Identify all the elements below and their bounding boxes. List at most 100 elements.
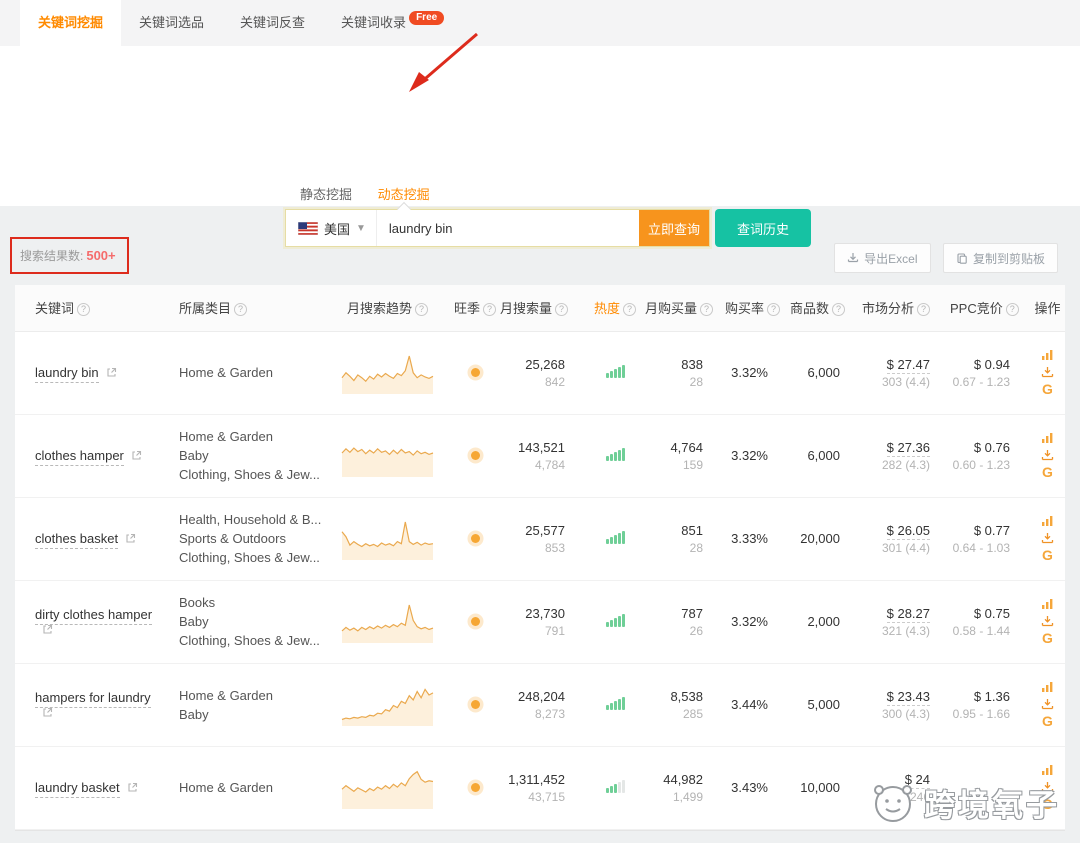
market-price-value[interactable]: $ 28.27 — [886, 605, 930, 623]
info-icon[interactable]: ? — [832, 303, 846, 317]
column-header: 关键词? — [15, 285, 165, 332]
search-volume-value: 23,730 — [525, 605, 565, 621]
table-row: laundry basket Home & Garden 1,311,452 4… — [15, 746, 1065, 830]
category-line: Baby — [179, 706, 209, 722]
market-review-value: 282 (4.3) — [881, 457, 930, 472]
analysis-chart-icon[interactable] — [1041, 598, 1054, 610]
info-icon[interactable]: ? — [234, 303, 248, 317]
download-icon — [848, 253, 859, 263]
google-trends-icon[interactable]: G — [1042, 630, 1053, 646]
info-icon[interactable]: ? — [700, 303, 714, 317]
download-row-icon[interactable] — [1041, 449, 1054, 461]
copy-to-clipboard-label: 复制到剪贴板 — [972, 251, 1045, 266]
market-analysis-cell: $ 24 246 — [860, 746, 950, 830]
top-tab[interactable]: 关键词挖掘 — [20, 0, 122, 46]
external-link-icon[interactable] — [131, 450, 142, 461]
external-link-icon[interactable] — [106, 367, 117, 378]
info-icon[interactable]: ? — [555, 303, 569, 317]
ppc-range-value: 0.60 - 1.23 — [952, 457, 1010, 472]
export-excel-label: 导出Excel — [864, 251, 918, 266]
info-icon[interactable]: ? — [1005, 303, 1019, 317]
market-analysis-cell: $ 26.05 301 (4.4) — [860, 497, 950, 581]
analysis-chart-icon[interactable] — [1041, 764, 1054, 776]
google-trends-icon[interactable]: G — [1042, 796, 1053, 812]
info-icon[interactable]: ? — [917, 303, 930, 317]
subtab-dynamic-mining[interactable]: 动态挖掘 — [377, 187, 430, 202]
market-price-value[interactable]: $ 24 — [904, 771, 930, 789]
ppc-price-value: $ 1.36 — [973, 688, 1010, 704]
ppc-cell: $ 1.36 0.95 - 1.66 — [950, 663, 1030, 747]
market-price-value[interactable]: $ 27.36 — [886, 439, 930, 457]
ppc-range-value: 0.58 - 1.44 — [952, 623, 1010, 638]
season-dot-icon — [470, 700, 480, 709]
top-tab[interactable]: 关键词收录 Free — [323, 0, 462, 46]
table-header-row: 关键词? 所属类目? 月搜索趋势? 旺季? 月搜索量? 热度? 月购买量? 购买率? 商品数? 市… — [15, 285, 1065, 332]
external-link-icon[interactable] — [127, 782, 138, 793]
search-volume-value: 25,577 — [525, 522, 565, 538]
purchase-rate-cell: 3.43% — [725, 746, 790, 830]
country-select[interactable]: 美国 ▼ — [286, 210, 377, 246]
season-dot-icon — [470, 534, 480, 543]
top-tab[interactable]: 关键词反查 — [222, 0, 323, 46]
categories-cell: Books Baby Clothing, Shoes & Jew... — [165, 580, 325, 664]
top-tab[interactable]: 关键词选品 — [121, 0, 222, 46]
search-submit-button[interactable]: 立即查询 — [639, 210, 709, 246]
search-volume-cell: 1,311,452 43,715 — [500, 746, 585, 830]
google-trends-icon[interactable]: G — [1042, 547, 1053, 563]
categories-cell: Home & Garden Baby — [165, 663, 325, 747]
trend-sparkline — [341, 604, 434, 643]
keyword-link[interactable]: laundry bin — [35, 365, 99, 383]
google-trends-icon[interactable]: G — [1042, 713, 1053, 729]
download-row-icon[interactable] — [1041, 781, 1054, 793]
analysis-chart-icon[interactable] — [1041, 515, 1054, 527]
search-volume-sub: 43,715 — [528, 789, 565, 804]
market-price-value[interactable]: $ 23.43 — [886, 688, 930, 706]
column-header: 月搜索趋势? — [325, 285, 450, 332]
info-icon[interactable]: ? — [415, 303, 428, 317]
download-row-icon[interactable] — [1041, 366, 1054, 378]
market-analysis-cell: $ 27.47 303 (4.4) — [860, 331, 950, 415]
download-row-icon[interactable] — [1041, 698, 1054, 710]
ppc-cell: $ 0.75 0.58 - 1.44 — [950, 580, 1030, 664]
subtab-static-mining[interactable]: 静态挖掘 — [300, 187, 353, 202]
info-icon[interactable]: ? — [77, 303, 91, 317]
keyword-link[interactable]: hampers for laundry — [35, 689, 151, 708]
keyword-link[interactable]: clothes hamper — [35, 448, 124, 466]
actions-cell: G — [1030, 746, 1065, 830]
market-review-value: 321 (4.3) — [881, 623, 930, 638]
category-line: Home & Garden — [179, 780, 273, 795]
info-icon[interactable]: ? — [623, 303, 636, 317]
ppc-price-value: $ 0.76 — [973, 439, 1010, 455]
keyword-search-input[interactable] — [376, 210, 639, 246]
category-line: Health, Household & B... — [179, 512, 322, 527]
analysis-chart-icon[interactable] — [1041, 349, 1054, 361]
external-link-icon[interactable] — [125, 533, 136, 544]
copy-to-clipboard-button[interactable]: 复制到剪贴板 — [942, 243, 1058, 273]
external-link-icon[interactable] — [42, 707, 53, 718]
keyword-cell: dirty clothes hamper — [15, 580, 165, 664]
purchase-volume-sub: 285 — [682, 706, 703, 721]
download-row-icon[interactable] — [1041, 615, 1054, 627]
analysis-chart-icon[interactable] — [1041, 432, 1054, 444]
info-icon[interactable]: ? — [483, 303, 496, 317]
market-price-value[interactable]: $ 26.05 — [886, 522, 930, 540]
mining-mode-subtabs: 静态挖掘 动态挖掘 — [300, 184, 452, 203]
top-tab-label: 关键词挖掘 — [38, 15, 104, 30]
product-count-cell: 5,000 — [790, 663, 860, 747]
google-trends-icon[interactable]: G — [1042, 381, 1053, 397]
keyword-link[interactable]: laundry basket — [35, 780, 120, 798]
external-link-icon[interactable] — [42, 624, 53, 635]
info-icon[interactable]: ? — [767, 303, 781, 317]
keyword-link[interactable]: clothes basket — [35, 531, 119, 549]
actions-cell: G — [1030, 331, 1065, 415]
top-tab-label: 关键词选品 — [139, 15, 205, 30]
export-excel-button[interactable]: 导出Excel — [834, 243, 931, 273]
keyword-link[interactable]: dirty clothes hamper — [35, 606, 153, 625]
google-trends-icon[interactable]: G — [1042, 464, 1053, 480]
analysis-chart-icon[interactable] — [1041, 681, 1054, 693]
market-price-value[interactable]: $ 27.47 — [886, 356, 930, 374]
purchase-volume-sub: 28 — [689, 374, 703, 389]
download-row-icon[interactable] — [1041, 532, 1054, 544]
season-cell — [450, 414, 500, 498]
query-history-button[interactable]: 查词历史 — [715, 209, 811, 247]
